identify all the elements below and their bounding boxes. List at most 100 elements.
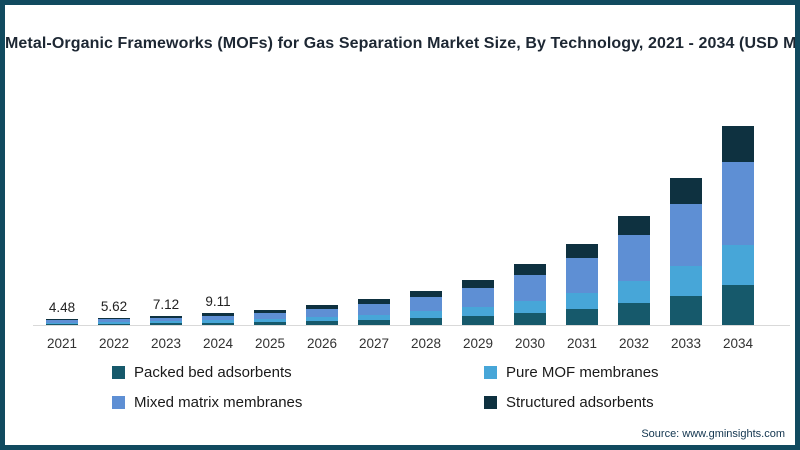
legend-label: Mixed matrix membranes <box>134 394 303 411</box>
segment-mixed-matrix-membranes-2022 <box>98 319 130 323</box>
chart-legend: Packed bed adsorbents Pure MOF membranes M… <box>112 364 712 411</box>
legend-label: Structured adsorbents <box>506 394 654 411</box>
segment-packed-bed-adsorbents-2021 <box>46 323 78 325</box>
bar-2032 <box>618 215 650 325</box>
plot-area: 4.48 2021 5.62 2022 7.12 2023 9.11 2024 2025 2026… <box>5 5 795 445</box>
segment-mixed-matrix-membranes-2027 <box>358 303 390 315</box>
legend-item-packed-bed-adsorbents: Packed bed adsorbents <box>112 364 484 381</box>
bar-2029 <box>462 279 494 325</box>
x-tick-2024: 2024 <box>202 336 234 351</box>
segment-mixed-matrix-membranes-2026 <box>306 308 338 318</box>
segment-pure-mof-membranes-2023 <box>150 321 182 324</box>
bar-2021 <box>46 319 78 325</box>
segment-structured-adsorbents-2024 <box>202 313 234 316</box>
segment-packed-bed-adsorbents-2022 <box>98 323 130 325</box>
bar-value-label-2022: 5.62 <box>100 298 128 314</box>
segment-mixed-matrix-membranes-2030 <box>514 275 546 301</box>
x-tick-2022: 2022 <box>98 336 130 351</box>
bar-2023 <box>150 315 182 325</box>
x-tick-2028: 2028 <box>410 336 442 351</box>
segment-mixed-matrix-membranes-2023 <box>150 317 182 322</box>
segment-structured-adsorbents-2034 <box>722 125 754 162</box>
segment-structured-adsorbents-2029 <box>462 279 494 288</box>
segment-structured-adsorbents-2032 <box>618 215 650 236</box>
x-tick-2021: 2021 <box>46 336 78 351</box>
source-note: Source: www.gminsights.com <box>641 428 785 440</box>
segment-packed-bed-adsorbents-2025 <box>254 322 286 325</box>
bar-2022 <box>98 317 130 325</box>
segment-mixed-matrix-membranes-2028 <box>410 297 442 312</box>
segment-pure-mof-membranes-2030 <box>514 300 546 313</box>
bar-2030 <box>514 264 546 325</box>
bar-2025 <box>254 310 286 325</box>
legend-item-structured-adsorbents: Structured adsorbents <box>484 394 712 411</box>
bar-2024 <box>202 313 234 325</box>
segment-pure-mof-membranes-2021 <box>46 322 78 324</box>
x-tick-2026: 2026 <box>306 336 338 351</box>
segment-structured-adsorbents-2028 <box>410 290 442 297</box>
bar-2033 <box>670 177 702 325</box>
segment-pure-mof-membranes-2025 <box>254 319 286 323</box>
segment-mixed-matrix-membranes-2025 <box>254 312 286 320</box>
segment-packed-bed-adsorbents-2026 <box>306 321 338 325</box>
bar-2028 <box>410 290 442 325</box>
segment-structured-adsorbents-2026 <box>306 305 338 309</box>
x-tick-2027: 2027 <box>358 336 390 351</box>
segment-structured-adsorbents-2022 <box>98 317 130 320</box>
segment-packed-bed-adsorbents-2029 <box>462 315 494 325</box>
segment-mixed-matrix-membranes-2031 <box>566 258 598 293</box>
segment-pure-mof-membranes-2034 <box>722 245 754 286</box>
segment-pure-mof-membranes-2029 <box>462 306 494 316</box>
x-axis-line <box>33 325 790 326</box>
legend-label: Pure MOF membranes <box>506 364 659 381</box>
x-tick-2023: 2023 <box>150 336 182 351</box>
legend-item-mixed-matrix-membranes: Mixed matrix membranes <box>112 394 484 411</box>
bar-2026 <box>306 305 338 325</box>
segment-pure-mof-membranes-2024 <box>202 320 234 323</box>
segment-mixed-matrix-membranes-2032 <box>618 235 650 282</box>
segment-mixed-matrix-membranes-2029 <box>462 287 494 307</box>
x-tick-2034: 2034 <box>722 336 754 351</box>
segment-structured-adsorbents-2033 <box>670 177 702 205</box>
legend-marker-icon <box>484 396 497 409</box>
bar-2031 <box>566 243 598 325</box>
bar-2034 <box>722 125 754 325</box>
x-tick-2033: 2033 <box>670 336 702 351</box>
segment-structured-adsorbents-2025 <box>254 310 286 313</box>
segment-structured-adsorbents-2031 <box>566 243 598 259</box>
legend-marker-icon <box>484 366 497 379</box>
segment-packed-bed-adsorbents-2030 <box>514 312 546 325</box>
segment-structured-adsorbents-2021 <box>46 319 78 321</box>
legend-item-pure-mof-membranes: Pure MOF membranes <box>484 364 712 381</box>
segment-structured-adsorbents-2030 <box>514 264 546 276</box>
legend-marker-icon <box>112 366 125 379</box>
x-tick-2030: 2030 <box>514 336 546 351</box>
segment-structured-adsorbents-2023 <box>150 315 182 318</box>
segment-packed-bed-adsorbents-2027 <box>358 319 390 325</box>
segment-pure-mof-membranes-2026 <box>306 317 338 322</box>
bar-value-label-2023: 7.12 <box>152 296 180 312</box>
segment-mixed-matrix-membranes-2024 <box>202 315 234 321</box>
segment-pure-mof-membranes-2022 <box>98 322 130 324</box>
segment-packed-bed-adsorbents-2031 <box>566 308 598 325</box>
x-tick-2029: 2029 <box>462 336 494 351</box>
segment-packed-bed-adsorbents-2032 <box>618 303 650 325</box>
segment-packed-bed-adsorbents-2034 <box>722 285 754 325</box>
segment-pure-mof-membranes-2031 <box>566 292 598 309</box>
segment-packed-bed-adsorbents-2023 <box>150 323 182 325</box>
bar-value-label-2021: 4.48 <box>48 300 76 316</box>
segment-pure-mof-membranes-2027 <box>358 314 390 320</box>
legend-label: Packed bed adsorbents <box>134 364 292 381</box>
segment-mixed-matrix-membranes-2033 <box>670 204 702 267</box>
x-tick-2025: 2025 <box>254 336 286 351</box>
segment-mixed-matrix-membranes-2021 <box>46 320 78 323</box>
segment-packed-bed-adsorbents-2024 <box>202 322 234 325</box>
segment-pure-mof-membranes-2033 <box>670 266 702 296</box>
x-tick-2031: 2031 <box>566 336 598 351</box>
x-tick-2032: 2032 <box>618 336 650 351</box>
bar-value-label-2024: 9.11 <box>205 294 231 310</box>
segment-pure-mof-membranes-2032 <box>618 281 650 304</box>
segment-pure-mof-membranes-2028 <box>410 311 442 319</box>
bar-2027 <box>358 299 390 325</box>
